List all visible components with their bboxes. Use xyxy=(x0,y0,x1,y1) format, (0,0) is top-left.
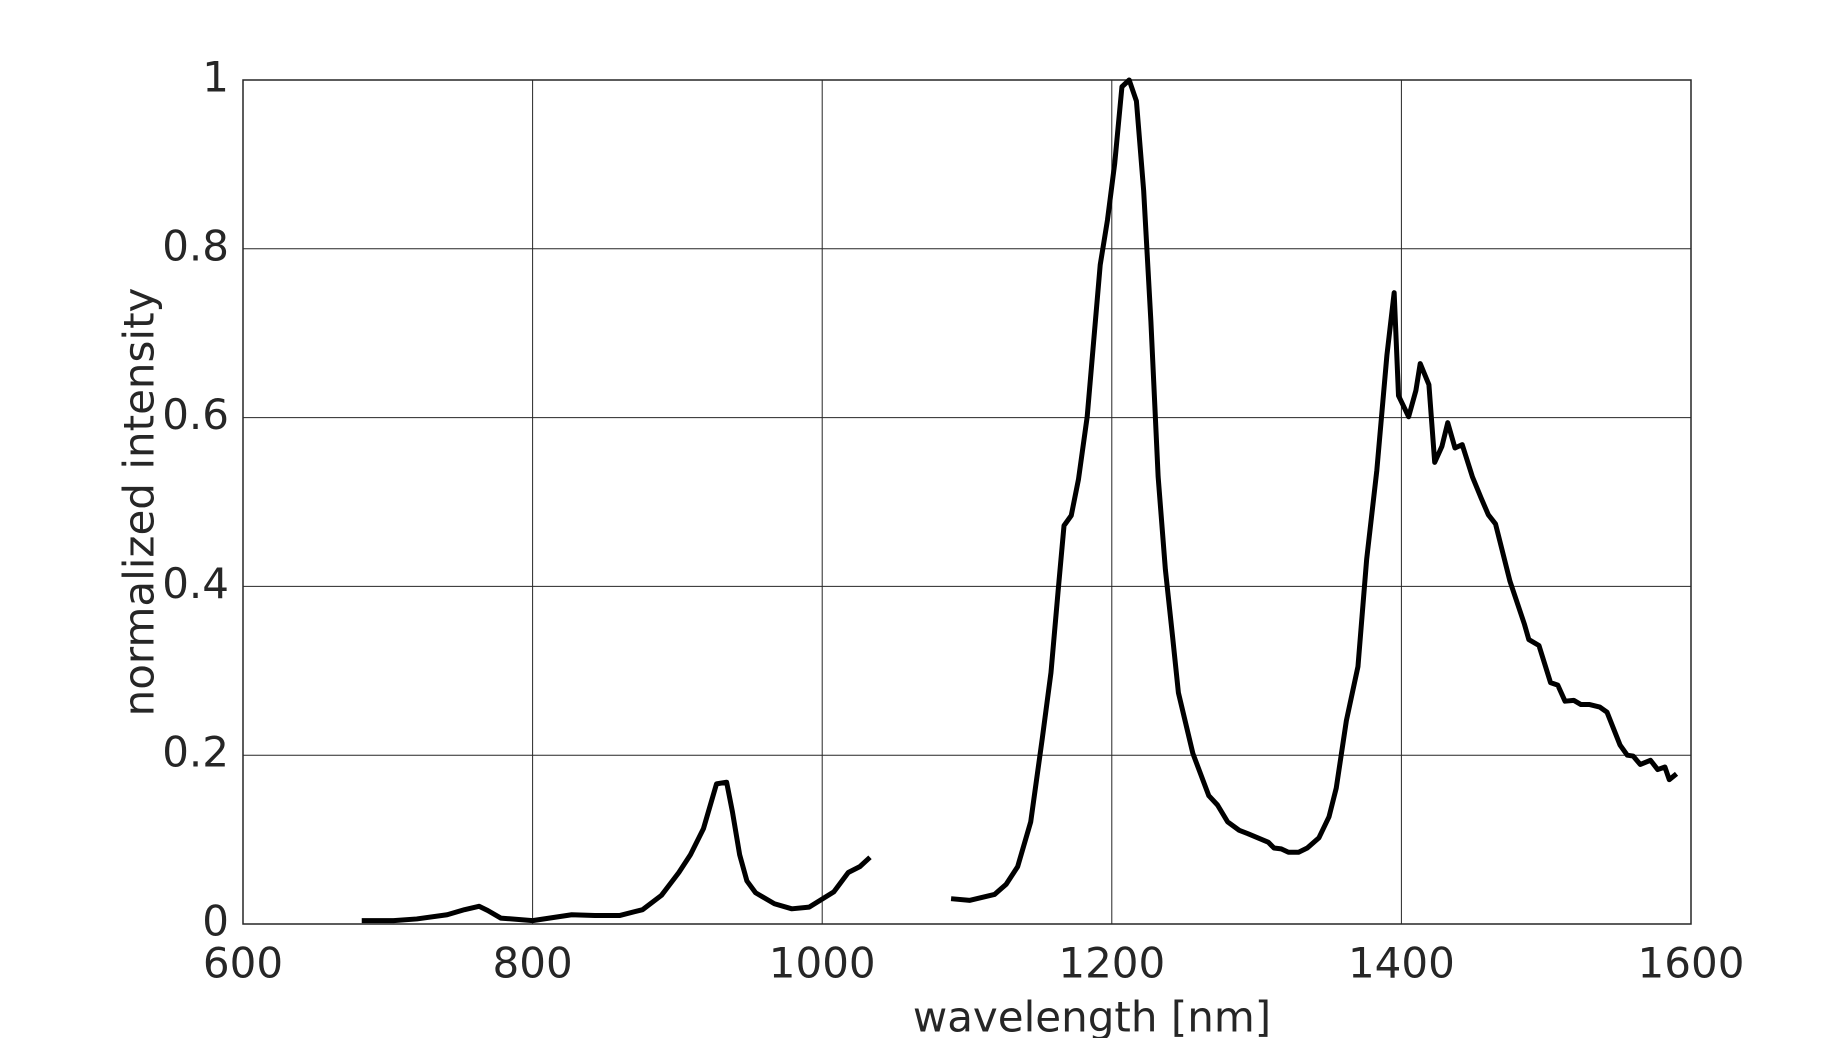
x-tick-label: 1200 xyxy=(1058,939,1165,988)
y-tick-label: 0.2 xyxy=(162,728,229,777)
y-tick-label: 1 xyxy=(202,53,229,102)
x-tick-label: 600 xyxy=(203,939,283,988)
y-tick-label: 0.6 xyxy=(162,390,229,439)
plot-frame xyxy=(242,79,1692,925)
x-tick-label: 1000 xyxy=(769,939,876,988)
y-tick-label: 0.8 xyxy=(162,221,229,270)
y-tick-label: 0.4 xyxy=(162,559,229,608)
y-tick-label: 0 xyxy=(202,897,229,946)
x-tick-label: 800 xyxy=(493,939,573,988)
x-tick-label: 1600 xyxy=(1638,939,1745,988)
data-line xyxy=(361,77,1679,924)
x-tick-label: 1400 xyxy=(1348,939,1455,988)
x-axis-label: wavelength [nm] xyxy=(913,993,1271,1038)
y-axis-label: normalized intensity xyxy=(115,288,164,717)
